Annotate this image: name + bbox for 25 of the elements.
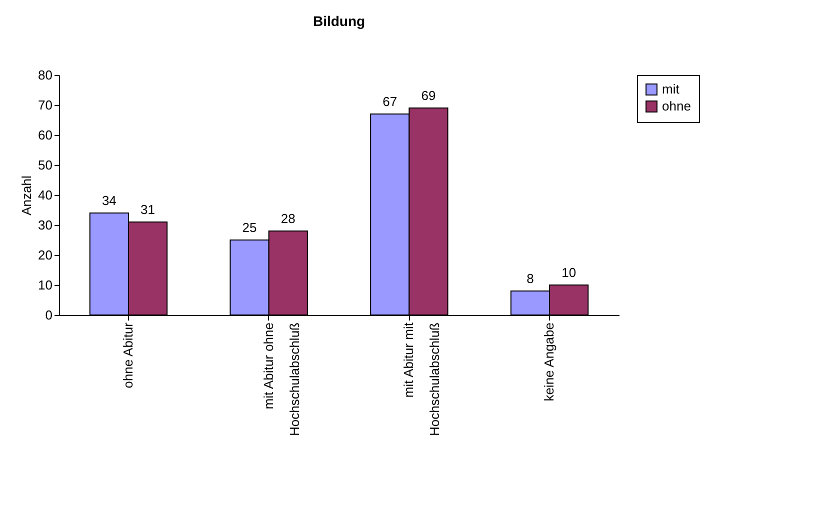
x-tick-label: keine Angabe <box>542 322 557 402</box>
x-tick-label: ohne Abitur <box>120 322 136 388</box>
x-tick-label: mit Abitur ohne Hochschulabschluß <box>260 322 302 436</box>
y-tick-label: 10 <box>38 278 52 292</box>
y-tick-label: 30 <box>38 218 52 232</box>
data-label: 31 <box>140 202 156 217</box>
legend-label: mit <box>662 82 680 96</box>
data-label: 67 <box>382 94 398 109</box>
data-label: 25 <box>242 220 257 235</box>
data-label: 69 <box>421 88 436 103</box>
data-label: 10 <box>562 265 576 280</box>
y-tick-label: 40 <box>38 188 52 202</box>
data-label: 8 <box>526 271 534 286</box>
y-tick-label: 50 <box>38 158 52 172</box>
y-tick-label: 80 <box>38 68 52 82</box>
x-tick-label: mit Abitur mit Hochschulabschluß <box>401 322 442 436</box>
y-tick-label: 0 <box>45 308 52 322</box>
y-tick-label: 20 <box>38 248 52 262</box>
y-axis-title: Anzahl <box>19 176 34 216</box>
y-tick-label: 70 <box>38 98 52 112</box>
chart-title: Bildung <box>312 13 366 29</box>
y-tick-label: 60 <box>38 128 52 142</box>
legend-label: ohne <box>662 98 691 114</box>
data-label: 34 <box>102 193 116 208</box>
data-label: 28 <box>280 211 296 226</box>
